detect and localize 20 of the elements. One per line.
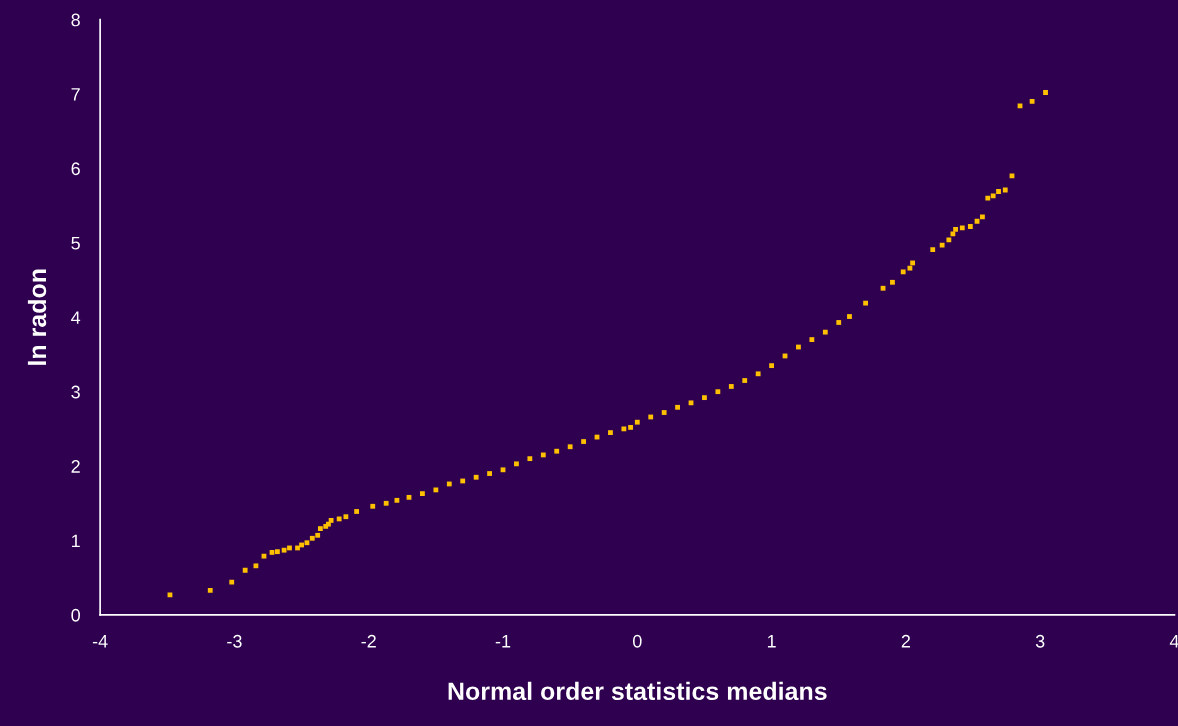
y-tick-label: 7 <box>71 88 80 101</box>
y-tick-label: 8 <box>71 13 80 27</box>
y-tick-label: 0 <box>71 608 80 622</box>
y-tick-label: 3 <box>71 385 80 399</box>
x-tick-label: 0 <box>632 634 642 648</box>
y-tick-label: 2 <box>71 460 80 473</box>
x-tick-label: 3 <box>1035 634 1045 648</box>
y-tick-label: 6 <box>71 162 80 176</box>
y-tick-label: 4 <box>71 311 81 324</box>
y-tick-label: 5 <box>71 236 80 250</box>
x-tick-label: 4 <box>1169 635 1178 648</box>
x-tick-label: -2 <box>361 634 376 648</box>
y-tick-label: 1 <box>72 534 80 548</box>
x-axis-title: Normal order statistics medians <box>448 681 827 701</box>
x-tick-label: -4 <box>92 635 108 648</box>
x-tick-label: 2 <box>901 634 910 648</box>
y-axis-title: ln radon <box>27 269 47 365</box>
x-tick-label: 1 <box>767 635 776 648</box>
x-tick-label: -3 <box>227 634 242 648</box>
x-tick-label: -1 <box>495 635 511 648</box>
